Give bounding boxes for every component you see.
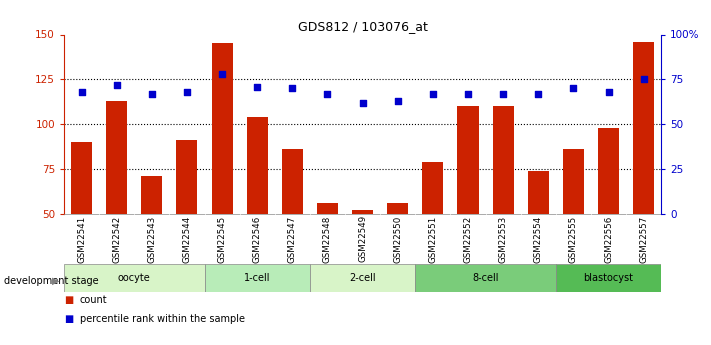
Bar — [633, 42, 654, 214]
Text: GSM22548: GSM22548 — [323, 215, 332, 263]
Point — [181, 89, 193, 95]
Text: GSM22557: GSM22557 — [639, 215, 648, 263]
Text: GSM22552: GSM22552 — [464, 215, 473, 263]
Text: GSM22554: GSM22554 — [534, 215, 542, 263]
Point — [638, 77, 649, 82]
Bar — [310, 264, 415, 292]
Bar — [71, 142, 92, 214]
Point — [252, 84, 263, 89]
Title: GDS812 / 103076_at: GDS812 / 103076_at — [298, 20, 427, 33]
Bar — [387, 203, 408, 214]
Point — [357, 100, 368, 106]
Text: GSM22547: GSM22547 — [288, 215, 297, 263]
Text: GSM22550: GSM22550 — [393, 215, 402, 263]
Text: blastocyst: blastocyst — [584, 273, 634, 283]
Point — [111, 82, 122, 88]
Text: percentile rank within the sample: percentile rank within the sample — [80, 314, 245, 324]
Point — [603, 89, 614, 95]
Point — [533, 91, 544, 97]
Bar — [141, 176, 162, 214]
Bar — [422, 162, 444, 214]
Bar — [106, 101, 127, 214]
Text: GSM22546: GSM22546 — [252, 215, 262, 263]
Text: GSM22551: GSM22551 — [428, 215, 437, 263]
Text: GSM22544: GSM22544 — [183, 215, 191, 263]
Text: GSM22555: GSM22555 — [569, 215, 578, 263]
Point — [498, 91, 509, 97]
Bar — [212, 43, 232, 214]
Text: GSM22553: GSM22553 — [498, 215, 508, 263]
Point — [392, 98, 403, 104]
Bar — [317, 203, 338, 214]
Bar — [282, 149, 303, 214]
Text: 8-cell: 8-cell — [472, 273, 499, 283]
Point — [287, 86, 298, 91]
Text: 2-cell: 2-cell — [349, 273, 376, 283]
Text: 1-cell: 1-cell — [244, 273, 270, 283]
Bar — [205, 264, 310, 292]
Bar — [528, 171, 549, 214]
Text: oocyte: oocyte — [118, 273, 151, 283]
Bar — [493, 106, 513, 214]
Text: ■: ■ — [64, 295, 73, 305]
Bar — [563, 149, 584, 214]
Bar — [64, 264, 205, 292]
Bar — [352, 210, 373, 214]
Bar — [457, 106, 479, 214]
Bar — [247, 117, 268, 214]
Text: GSM22556: GSM22556 — [604, 215, 613, 263]
Text: GSM22542: GSM22542 — [112, 215, 121, 263]
Bar — [176, 140, 198, 214]
Point — [322, 91, 333, 97]
Bar — [415, 264, 556, 292]
Text: GSM22543: GSM22543 — [147, 215, 156, 263]
Point — [462, 91, 474, 97]
Text: ■: ■ — [64, 314, 73, 324]
Bar — [598, 128, 619, 214]
Text: development stage: development stage — [4, 276, 98, 286]
Text: count: count — [80, 295, 107, 305]
Point — [427, 91, 439, 97]
Text: ▶: ▶ — [51, 276, 59, 286]
Text: GSM22541: GSM22541 — [77, 215, 86, 263]
Text: GSM22545: GSM22545 — [218, 215, 227, 263]
Bar — [556, 264, 661, 292]
Point — [567, 86, 579, 91]
Point — [76, 89, 87, 95]
Text: GSM22549: GSM22549 — [358, 215, 367, 263]
Point — [216, 71, 228, 77]
Point — [146, 91, 158, 97]
